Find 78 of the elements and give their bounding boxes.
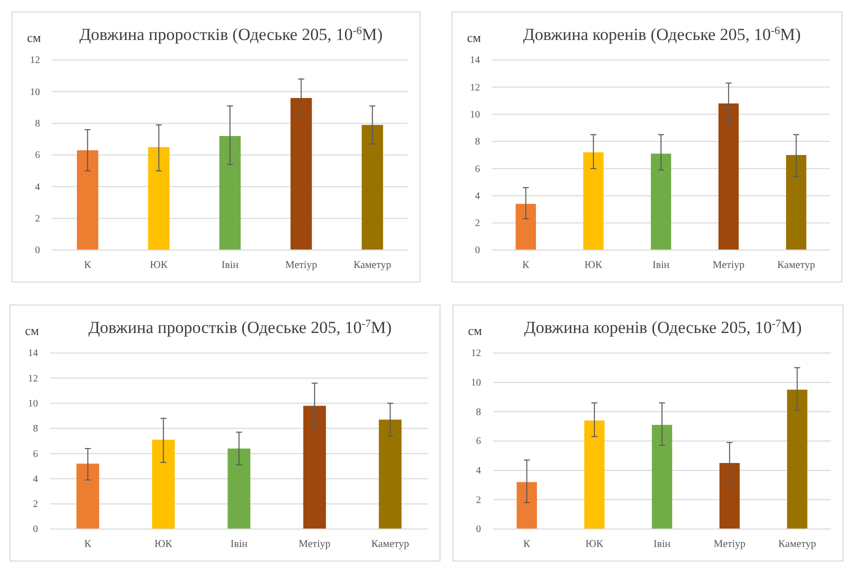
chart-title: Довжина проростків (Одеське 205, 10$^{-6}$М) [79,25,383,44]
x-tick-label: К [523,539,532,550]
y-tick-label: 2 [35,214,40,225]
bar [228,448,250,529]
bar [787,390,808,529]
y-tick-label: 10 [30,86,40,98]
y-tick-label: 6 [475,164,480,175]
bar [303,406,326,529]
bar [219,136,241,250]
y-tick-label: 6 [35,150,40,162]
bar [650,154,672,250]
y-tick-label: 8 [476,406,481,418]
y-tick-label: 6 [476,436,481,448]
y-tick-label: 12 [28,373,38,384]
y-tick-label: 0 [33,524,38,536]
y-tick-label: 10 [470,109,480,120]
bar [362,124,384,250]
y-tick-label: 2 [476,494,481,506]
y-tick-label: 10 [28,398,38,410]
chart-title: Довжина проростків (Одеське 205, 10$^{-7}$М) [88,318,392,337]
bar [786,155,806,250]
x-tick-label: Івін [654,539,671,550]
y-tick-label: 4 [33,474,38,485]
bar [584,420,605,529]
x-tick-label: Метіур [714,539,746,550]
y-tick-label: 12 [30,55,40,66]
x-tick-label: Івін [222,260,239,271]
x-tick-label: Каметур [371,539,410,550]
y-axis-title: см [467,30,481,45]
bar [290,98,312,250]
x-tick-label: Івін [652,260,670,271]
y-tick-label: 4 [35,182,40,193]
x-tick-label: Івін [230,539,248,550]
chart-title: Довжина коренів (Одеське 205, 10$^{-7}$М) [524,318,802,337]
x-tick-label: ЮК [586,539,604,550]
x-tick-label: Каметур [778,539,816,550]
y-tick-label: 10 [471,378,481,389]
x-tick-label: К [84,539,92,550]
y-axis-title: см [25,323,39,338]
y-tick-label: 4 [476,466,481,477]
bar [152,440,175,529]
y-tick-label: 12 [470,82,480,94]
y-tick-label: 14 [470,55,480,66]
y-tick-label: 6 [33,448,38,460]
x-tick-label: Каметур [777,260,816,271]
bar [583,152,604,250]
x-tick-label: Метіур [298,539,331,550]
y-tick-label: 4 [475,190,480,202]
bar [378,420,402,529]
x-tick-label: К [84,260,92,271]
y-axis-title: см [468,323,482,338]
y-tick-label: 0 [35,245,40,256]
y-tick-label: 2 [33,499,38,510]
bar [652,424,672,529]
x-tick-label: ЮК [584,260,604,271]
y-tick-label: 8 [33,424,38,435]
bar [76,150,98,250]
y-tick-label: 2 [475,218,480,230]
y-tick-label: 0 [476,524,481,536]
bar [516,204,536,250]
x-tick-label: ЮК [150,260,169,271]
y-tick-label: 12 [471,348,481,360]
y-tick-label: 8 [475,136,480,148]
y-tick-label: 14 [28,348,38,360]
bar [516,482,537,529]
bar [148,147,170,250]
bar [719,463,740,529]
x-tick-label: К [522,260,530,271]
bar [718,103,739,250]
x-tick-label: Каметур [354,260,392,271]
bar [76,464,100,529]
y-tick-label: 0 [475,245,480,256]
y-tick-label: 8 [35,118,40,130]
x-tick-label: Метіур [285,260,318,271]
y-axis-title: см [27,30,41,45]
x-tick-label: Метіур [712,260,745,271]
chart-title: Довжина коренів (Одеське 205, 10$^{-6}$М) [523,25,801,44]
x-tick-label: ЮК [154,539,174,550]
